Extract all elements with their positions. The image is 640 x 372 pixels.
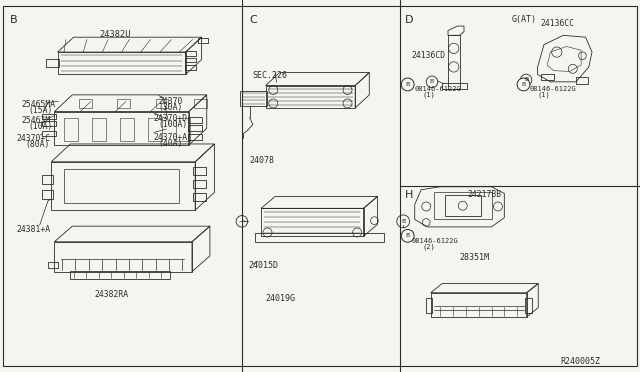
Text: (2): (2) [422, 243, 435, 250]
Bar [42, 175, 53, 184]
Bar [79, 99, 92, 108]
Text: 24015D: 24015D [248, 261, 278, 270]
Bar [156, 99, 168, 108]
Text: B: B [401, 219, 405, 224]
Bar [198, 38, 208, 43]
Text: 25463M: 25463M [21, 116, 51, 125]
Bar [64, 118, 78, 141]
Text: 24381+A: 24381+A [16, 225, 50, 234]
Text: R240005Z: R240005Z [560, 357, 600, 366]
Text: 24136CD: 24136CD [412, 51, 445, 60]
Bar [442, 83, 467, 89]
Text: 24370+C: 24370+C [16, 134, 50, 143]
Bar [42, 114, 56, 119]
Ellipse shape [401, 230, 414, 242]
Text: 24382RA: 24382RA [95, 290, 129, 299]
Bar [176, 118, 190, 141]
Bar [185, 51, 196, 56]
Bar [42, 131, 56, 136]
Bar [445, 195, 481, 216]
Text: 24382U: 24382U [99, 30, 131, 39]
Bar [193, 180, 206, 188]
Bar [185, 58, 196, 62]
Text: H: H [405, 190, 413, 200]
Bar [42, 190, 53, 199]
Bar [120, 118, 134, 141]
Bar [188, 134, 202, 140]
Text: 24136CC: 24136CC [541, 19, 575, 28]
Text: G(AT): G(AT) [512, 15, 537, 24]
Bar [194, 99, 207, 108]
Ellipse shape [236, 216, 248, 227]
Bar [70, 271, 170, 279]
Text: B: B [406, 233, 410, 238]
Bar [426, 298, 432, 313]
Text: 24370+D: 24370+D [154, 114, 188, 123]
Bar [525, 298, 532, 313]
Text: (40A): (40A) [159, 139, 183, 148]
Bar [434, 192, 492, 219]
Text: 24019G: 24019G [266, 294, 296, 303]
Text: (80A): (80A) [26, 140, 50, 149]
Bar [185, 65, 196, 70]
Text: (1): (1) [538, 92, 550, 98]
Text: 24370+A: 24370+A [154, 133, 188, 142]
Bar [148, 118, 162, 141]
Text: (30A): (30A) [159, 103, 183, 112]
Bar [64, 169, 179, 203]
Text: SEC.226: SEC.226 [253, 71, 288, 80]
Ellipse shape [397, 215, 410, 228]
Text: 25465MA: 25465MA [21, 100, 55, 109]
Text: 28351M: 28351M [460, 253, 490, 262]
Text: (15A): (15A) [29, 106, 53, 115]
Text: 24370: 24370 [159, 97, 183, 106]
Ellipse shape [517, 78, 530, 91]
Bar [541, 74, 554, 80]
Ellipse shape [401, 78, 414, 91]
Text: B: B [10, 15, 17, 25]
Bar [188, 125, 202, 131]
Text: 24078: 24078 [250, 156, 275, 165]
Bar [42, 121, 56, 126]
Bar [46, 59, 59, 67]
Text: 08146-6122G: 08146-6122G [412, 238, 458, 244]
Text: (100A): (100A) [159, 120, 188, 129]
Text: B: B [430, 79, 434, 84]
Text: C: C [250, 15, 257, 25]
Text: 24217BB: 24217BB [467, 190, 501, 199]
Text: 08146-6122G: 08146-6122G [414, 86, 461, 92]
Text: (10A): (10A) [29, 122, 53, 131]
Bar [448, 35, 460, 89]
Bar [193, 193, 206, 201]
Text: B: B [522, 82, 525, 87]
Bar [193, 167, 206, 175]
Text: B: B [524, 77, 528, 83]
Text: B: B [406, 82, 410, 87]
Bar [188, 117, 202, 123]
Text: (1): (1) [422, 92, 435, 98]
Bar [117, 99, 130, 108]
Bar [576, 77, 588, 84]
Text: 08146-6122G: 08146-6122G [529, 86, 576, 92]
Bar [48, 262, 58, 268]
Bar [92, 118, 106, 141]
Text: D: D [405, 15, 413, 25]
